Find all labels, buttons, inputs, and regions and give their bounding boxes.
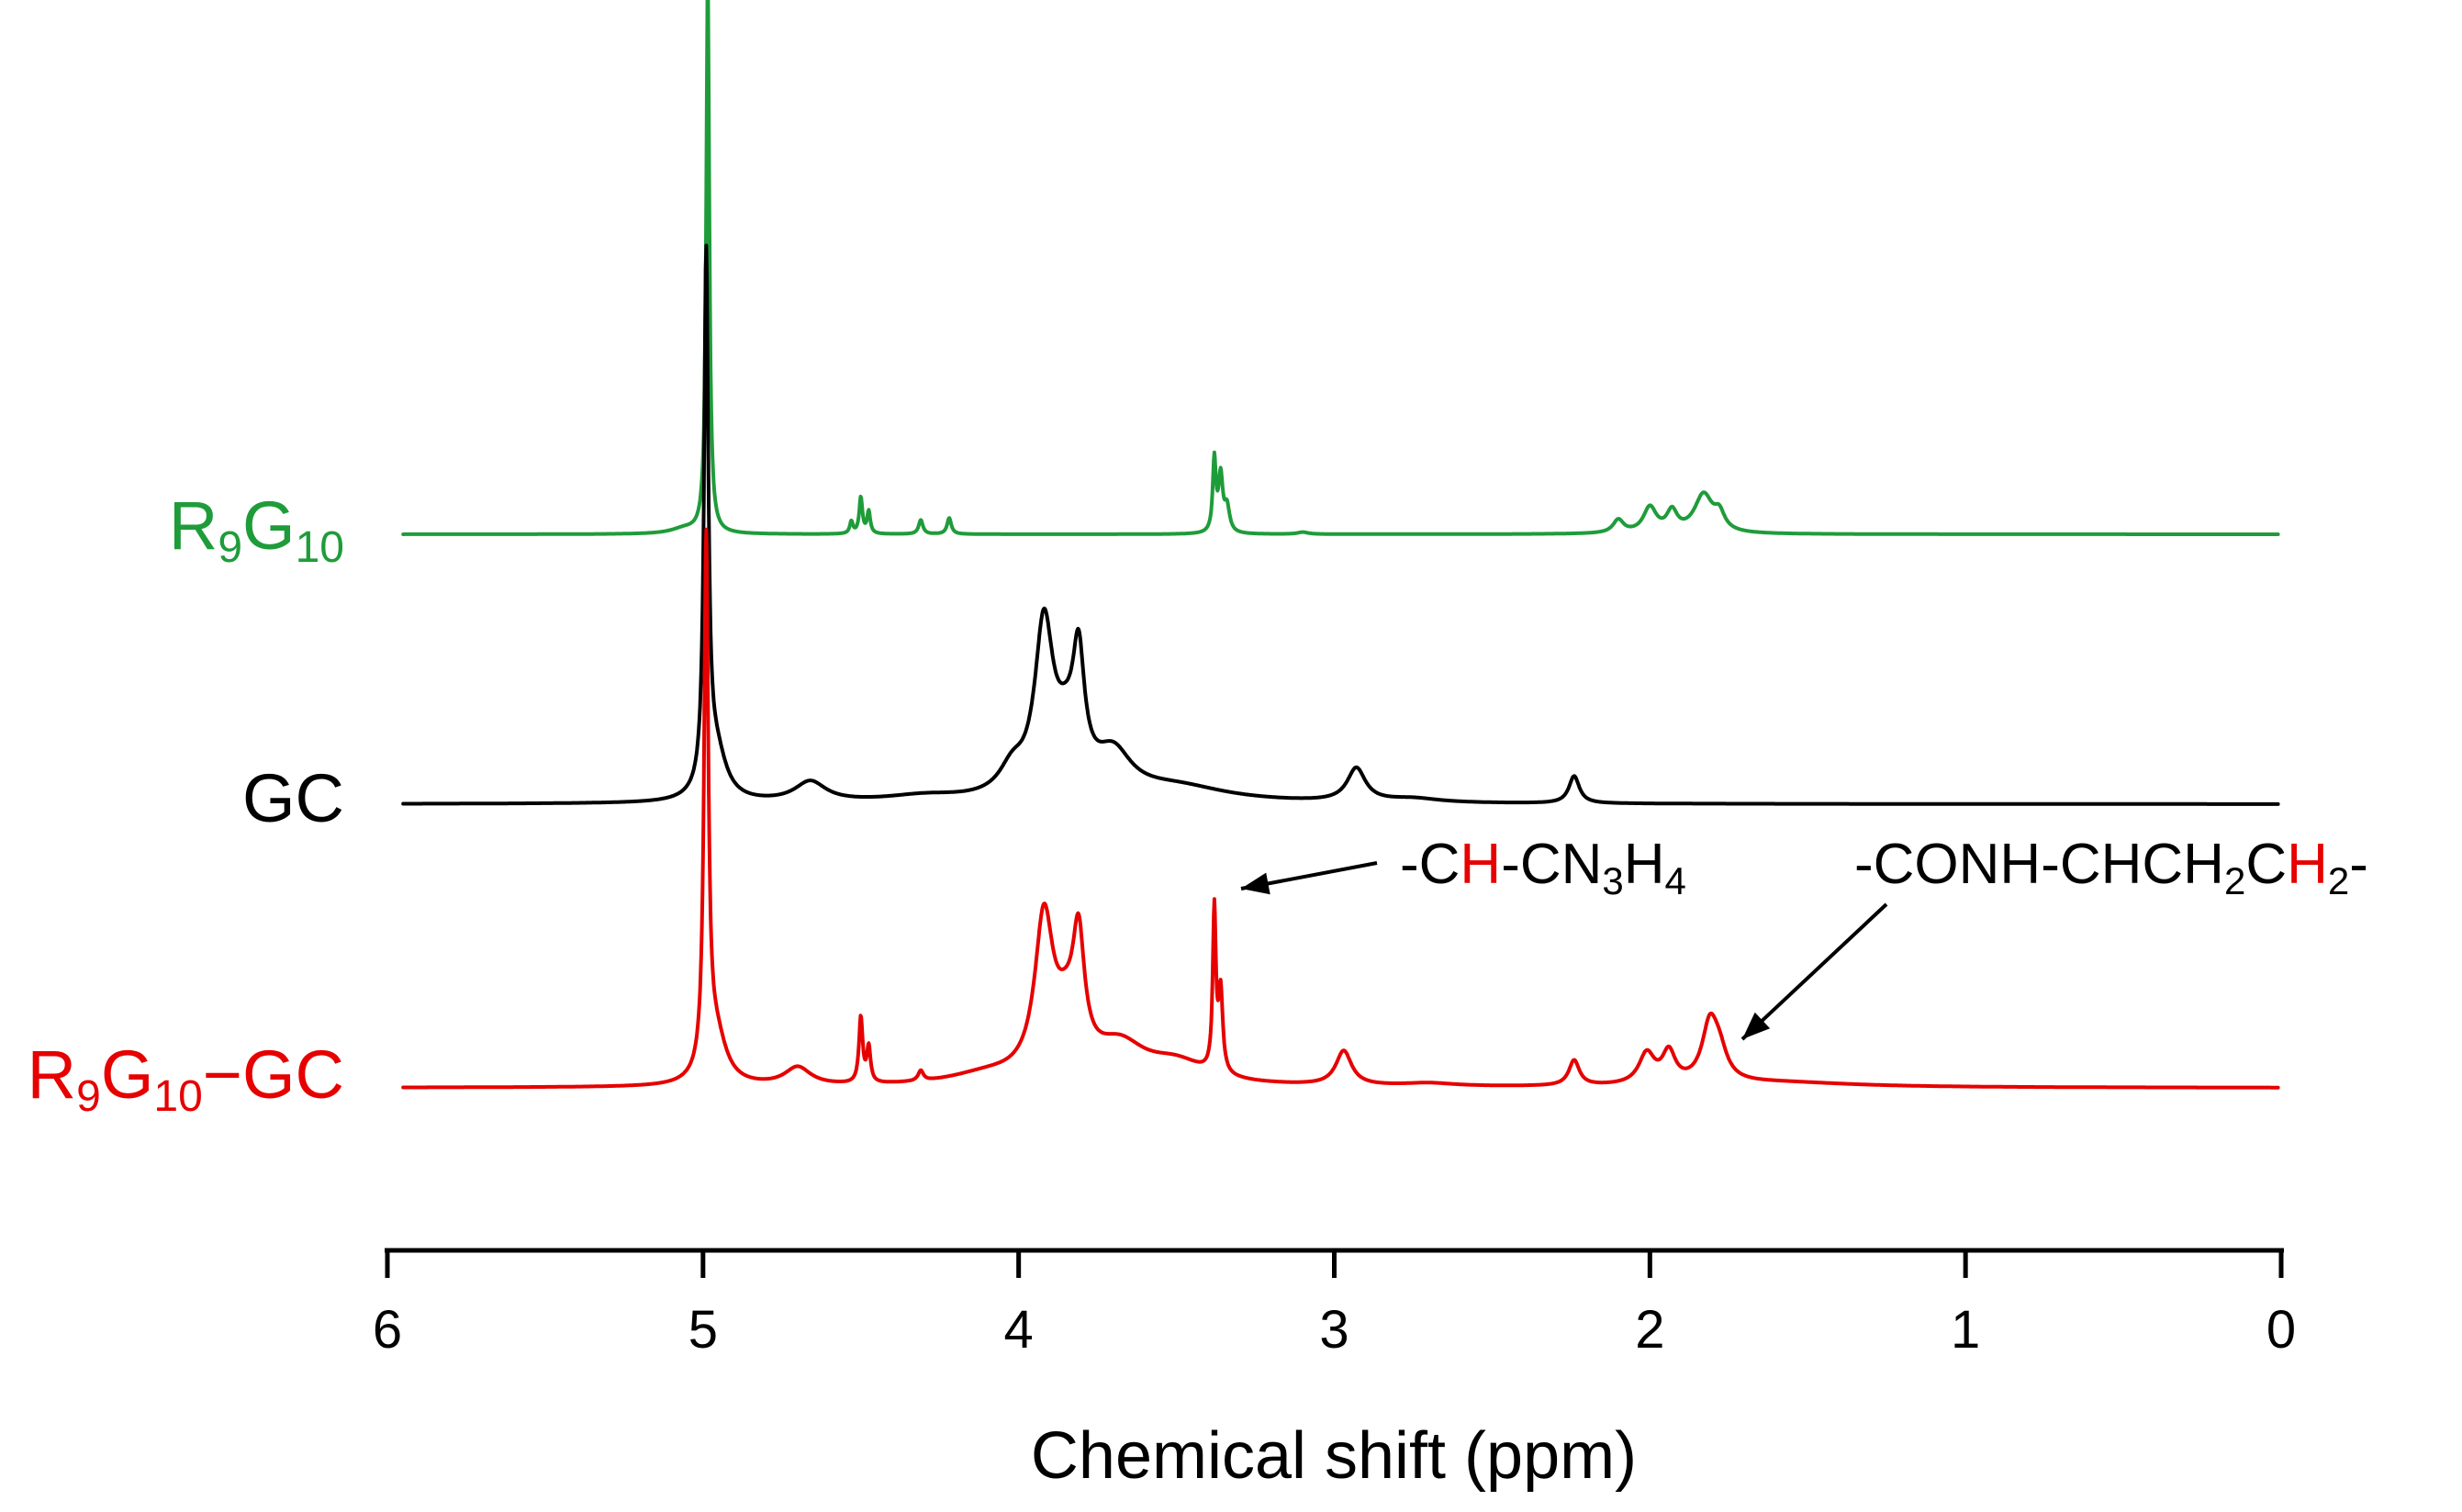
- x-tick-label: 3: [1319, 1300, 1349, 1360]
- spectrum-traces: [401, 0, 2280, 1090]
- series-label-gc: GC: [242, 760, 344, 836]
- series-label-r9g10: R9G10: [169, 487, 344, 572]
- x-axis-ticks: 6 5 4 3 2 1 0: [373, 1250, 2296, 1360]
- spectrum-trace-gc: [401, 243, 2280, 806]
- spectrum-trace-r9g10: [401, 0, 2280, 536]
- annotation-ch-cn3h4: -CH-CN3H4: [1400, 833, 1686, 902]
- peak-annotations: -CH-CN3H4 -CONH-CHCH2CH2-: [1240, 833, 2368, 1041]
- x-tick-label: 1: [1951, 1300, 1980, 1360]
- x-tick-label: 5: [688, 1300, 718, 1360]
- annotation-arrowhead-ch-cn3h4: [1241, 872, 1270, 895]
- annotation-arrow-conh-chch2ch2: [1740, 902, 1888, 1041]
- x-axis: 6 5 4 3 2 1 0 Chemical shift (ppm): [373, 1248, 2296, 1493]
- annotation-arrowhead-conh-chch2ch2: [1742, 1012, 1771, 1039]
- spectrum-trace-r9g10-gc: [401, 527, 2280, 1090]
- series-labels: R9G10 GC R9G10−GC: [28, 487, 344, 1121]
- x-tick-label: 6: [373, 1300, 402, 1360]
- x-tick-label: 0: [2266, 1300, 2296, 1360]
- x-tick-label: 2: [1635, 1300, 1664, 1360]
- annotation-conh-chch2ch2: -CONH-CHCH2CH2-: [1854, 833, 2368, 902]
- series-label-r9g10-gc: R9G10−GC: [28, 1036, 344, 1121]
- x-axis-title: Chemical shift (ppm): [1031, 1419, 1637, 1493]
- x-tick-label: 4: [1004, 1300, 1034, 1360]
